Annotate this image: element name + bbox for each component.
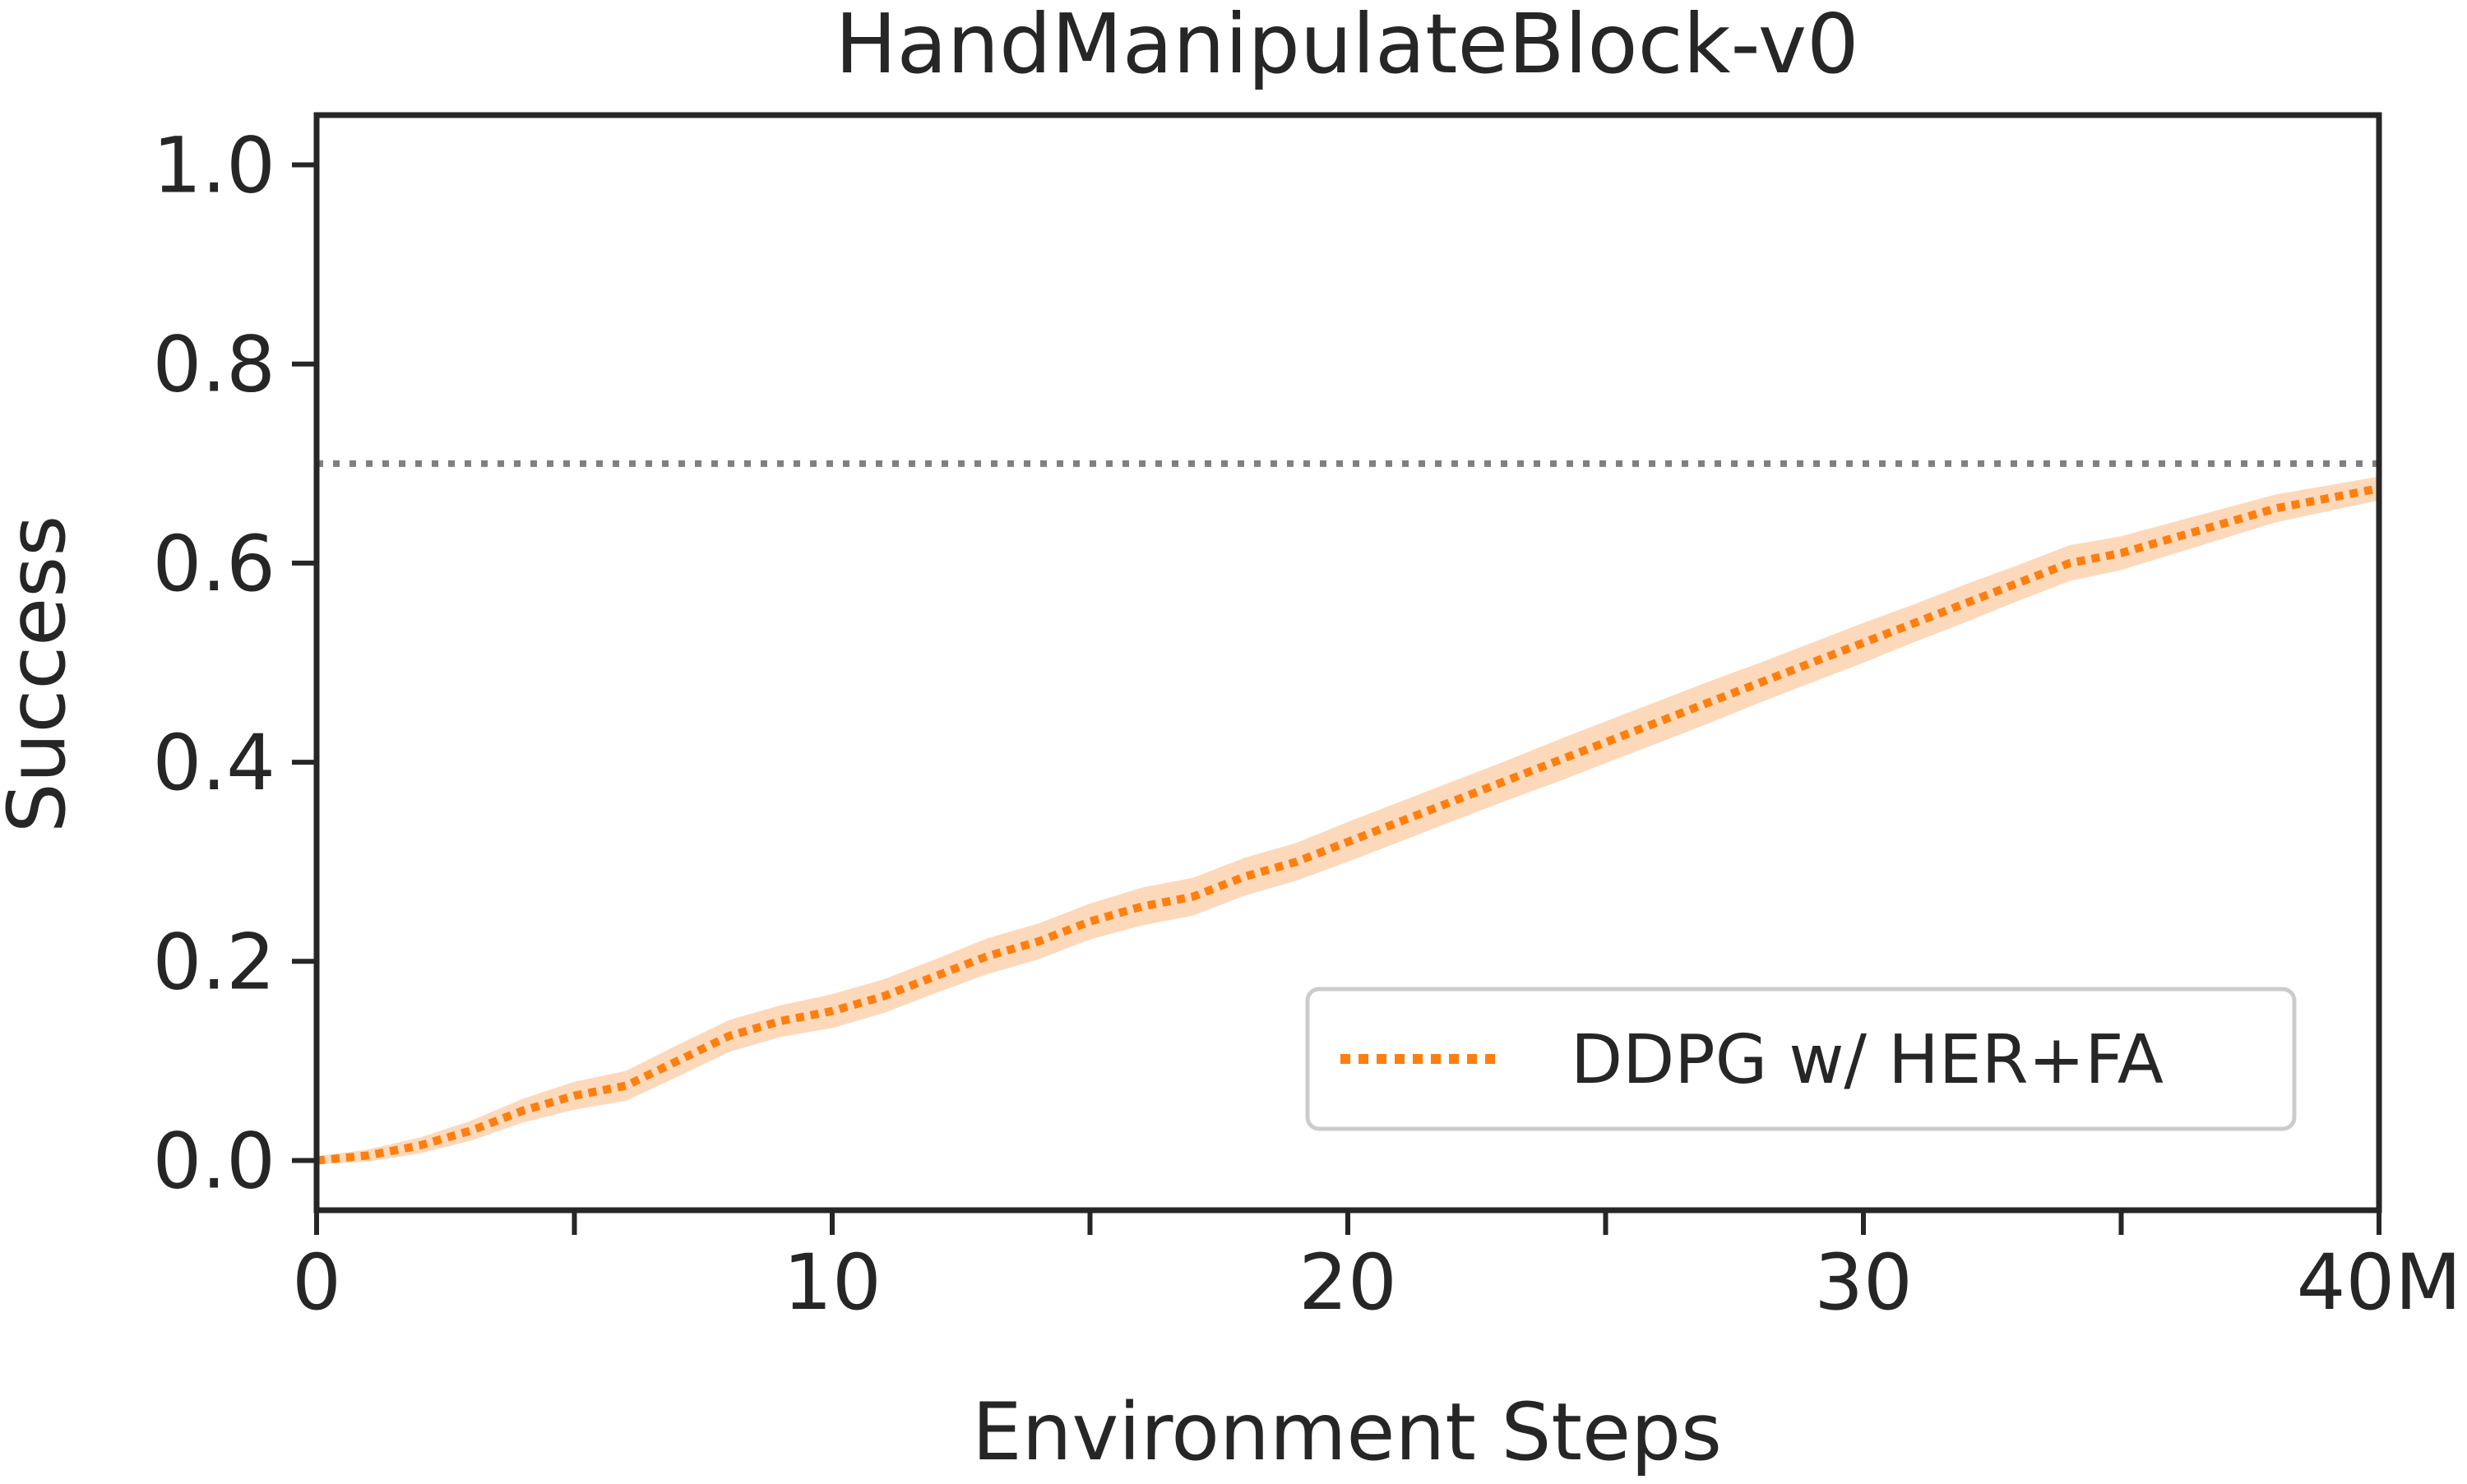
x-tick-label: 0	[292, 1238, 341, 1328]
y-tick-label: 0.4	[153, 719, 276, 808]
chart-title: HandManipulateBlock-v0	[835, 0, 1858, 92]
y-axis-label: Success	[0, 515, 83, 833]
confidence-band-0	[317, 476, 2379, 1165]
legend: DDPG w/ HER+FA	[1305, 987, 2297, 1131]
y-tick-label: 1.0	[153, 122, 276, 211]
x-tick-label: 20	[1298, 1238, 1397, 1328]
y-tick-label: 0.0	[153, 1116, 276, 1206]
legend-box	[1305, 987, 2297, 1131]
series-line-0	[316, 484, 2380, 1165]
y-tick-label: 0.8	[153, 321, 276, 410]
x-tick-label: 40M	[2297, 1238, 2462, 1328]
y-tick-label: 0.6	[153, 520, 276, 609]
x-tick-label: 30	[1814, 1238, 1913, 1328]
x-tick-label: 10	[783, 1238, 882, 1328]
x-axis-label: Environment Steps	[972, 1386, 1722, 1478]
plot-area	[316, 460, 2380, 1165]
legend-label: DDPG w/ HER+FA	[1571, 1021, 2164, 1099]
axes: 0.0 0.2 0.4 0.6 0.8 1.0 0 10 20 30 40M	[153, 112, 2462, 1328]
y-tick-label: 0.2	[153, 918, 276, 1007]
